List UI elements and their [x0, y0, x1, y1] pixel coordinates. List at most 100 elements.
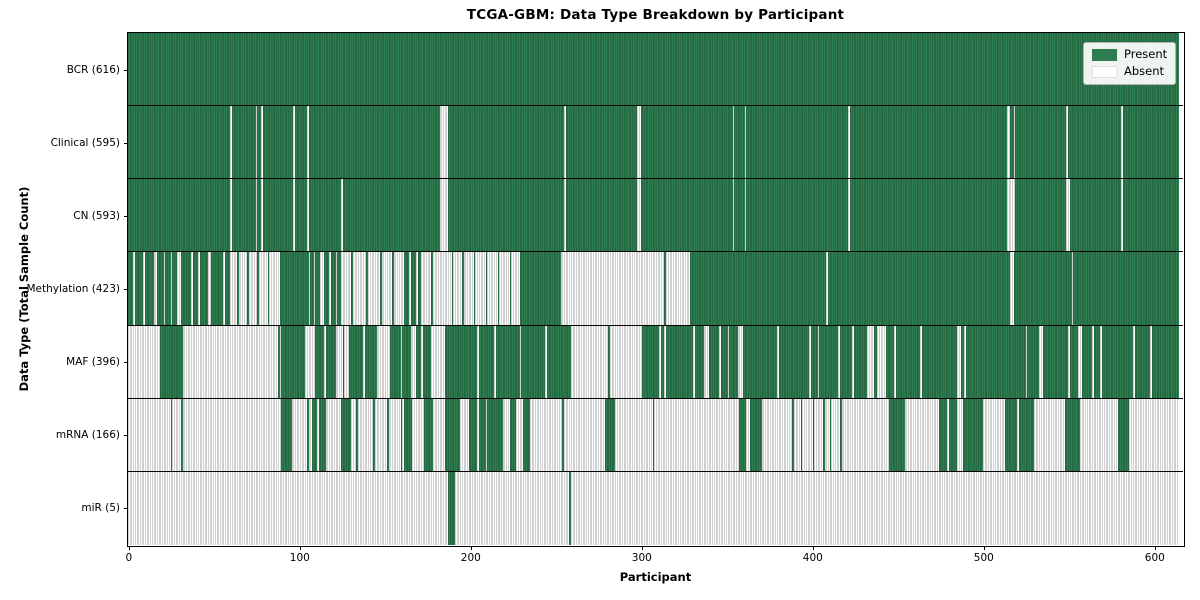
cell	[507, 252, 510, 325]
cell	[397, 106, 399, 179]
cell	[250, 106, 253, 179]
cell	[173, 398, 176, 471]
cell	[979, 325, 982, 398]
cell	[679, 398, 682, 471]
cell	[1027, 33, 1029, 106]
cell	[235, 325, 237, 398]
cell	[582, 33, 585, 106]
cell	[472, 398, 474, 471]
cell	[378, 325, 381, 398]
cell	[744, 325, 747, 398]
cell	[1006, 325, 1009, 398]
cell	[669, 398, 672, 471]
cell	[243, 471, 246, 545]
cell	[899, 252, 902, 325]
cell	[211, 33, 214, 106]
cell	[427, 179, 430, 252]
cell	[250, 398, 253, 471]
cell	[1078, 252, 1081, 325]
cell	[1163, 471, 1166, 545]
cell	[219, 471, 222, 545]
cell	[291, 33, 294, 106]
cell	[1011, 33, 1014, 106]
cell	[954, 325, 956, 398]
cell	[637, 33, 639, 106]
cell	[1122, 471, 1125, 545]
cell	[1144, 179, 1147, 252]
cell	[644, 325, 646, 398]
cell	[780, 252, 782, 325]
cell	[930, 179, 932, 252]
cell	[1122, 106, 1125, 179]
cell	[618, 252, 621, 325]
cell	[371, 398, 374, 471]
cell	[391, 325, 394, 398]
cell	[422, 106, 425, 179]
cell	[945, 252, 948, 325]
cell	[240, 33, 243, 106]
cell	[286, 398, 289, 471]
cell	[1102, 471, 1104, 545]
cell	[783, 471, 786, 545]
cell	[845, 179, 847, 252]
cell	[206, 325, 209, 398]
cell	[1071, 106, 1074, 179]
cell	[1137, 471, 1140, 545]
cell	[749, 106, 752, 179]
cell	[821, 106, 823, 179]
cell	[1161, 179, 1164, 252]
cell	[1011, 398, 1014, 471]
cell	[812, 471, 815, 545]
cell	[901, 179, 903, 252]
cell	[555, 471, 558, 545]
cell	[381, 471, 384, 545]
cell	[776, 471, 779, 545]
cell	[616, 179, 619, 252]
cell	[579, 471, 582, 545]
cell	[1158, 325, 1161, 398]
cell	[422, 471, 425, 545]
cell	[1047, 106, 1050, 179]
cell	[736, 179, 738, 252]
cell	[603, 325, 605, 398]
cell	[688, 325, 691, 398]
cell	[248, 106, 251, 179]
cell	[964, 471, 966, 545]
cell	[654, 325, 656, 398]
cell	[892, 106, 895, 179]
cell	[468, 33, 471, 106]
cell	[1175, 471, 1178, 545]
cell	[654, 471, 656, 545]
cell	[1166, 398, 1169, 471]
cell	[790, 471, 793, 545]
cell	[432, 106, 435, 179]
cell	[627, 106, 629, 179]
cell	[930, 325, 932, 398]
cell	[219, 106, 222, 179]
cell	[470, 179, 473, 252]
cell	[993, 471, 995, 545]
cell	[826, 325, 828, 398]
cell	[962, 325, 965, 398]
cell	[865, 325, 868, 398]
cell	[151, 325, 154, 398]
cell	[720, 398, 723, 471]
cell	[855, 179, 857, 252]
cell	[213, 398, 215, 471]
cell	[1017, 471, 1019, 545]
cell	[511, 33, 513, 106]
cell	[657, 471, 660, 545]
cell	[1154, 106, 1157, 179]
cell	[305, 33, 307, 106]
cell	[959, 398, 961, 471]
cell	[357, 179, 360, 252]
cell	[162, 252, 164, 325]
cell	[449, 325, 452, 398]
cell	[335, 398, 338, 471]
cell	[146, 398, 149, 471]
cell	[819, 106, 822, 179]
cell	[1030, 398, 1033, 471]
cell	[1052, 106, 1055, 179]
cell	[1136, 471, 1138, 545]
cell	[703, 398, 706, 471]
